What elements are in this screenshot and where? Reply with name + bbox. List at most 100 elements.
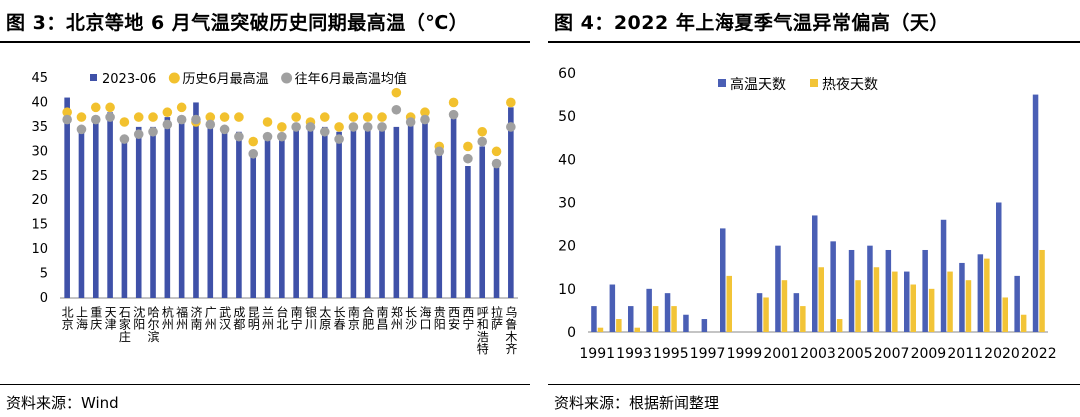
bar-high-temp-days [664,293,671,332]
bar-2023-06 [422,117,428,298]
dot-historical-max [391,87,402,98]
x-tick-label: 太原 [318,305,332,331]
x-tick-label: 武汉 [218,306,232,331]
y-tick-label: 35 [31,120,48,135]
bar-2023-06 [236,131,242,298]
y-tick-label: 10 [558,282,576,298]
y-tick-label: 5 [40,267,48,282]
dot-historical-max [362,112,373,122]
dot-average-max [305,122,316,132]
dot-average-max [491,158,502,169]
dot-historical-max [463,141,473,152]
bar-high-temp-days [591,306,597,332]
bar-2023-06 [178,117,185,298]
figure-3-bottom-rule [0,384,530,385]
legend-swatch-dot [168,72,180,84]
dot-historical-max [334,122,344,132]
legend-label: 热夜天数 [822,77,878,93]
dot-average-max [448,109,459,120]
dot-historical-max [277,122,287,132]
x-tick-label: 南京 [346,305,360,331]
legend-swatch [810,79,818,87]
bar-hot-night-days [763,297,769,332]
dot-historical-max [90,102,101,113]
dot-average-max [420,114,430,125]
bar-2023-06 [64,97,70,298]
dot-average-max [334,134,344,144]
bar-2023-06 [78,126,85,298]
x-tick-label: 2009 [911,346,947,362]
y-tick-label: 15 [31,218,48,233]
bar-hot-night-days [818,267,824,332]
bar-2023-06 [207,126,214,298]
dot-average-max [434,146,445,157]
dot-historical-max [506,97,516,108]
x-tick-label: 2022 [1021,346,1057,362]
x-tick-label: 1995 [653,346,689,362]
x-tick-label: 长沙 [404,306,418,331]
dot-historical-max [176,102,187,113]
bar-hot-night-days [873,267,880,332]
x-tick-label: 台北 [275,305,289,331]
figure-3-chart: 0 5 10 15 20 25 30 35 40 45 北京上海重庆天津石家庄沈阳哈尔滨杭州福州济南… [31,71,518,355]
dot-historical-max [491,146,502,157]
x-tick-label: 杭州 [160,305,174,331]
y-tick-label: 45 [31,71,48,86]
x-tick-label: 西安 [447,306,461,330]
bar-2023-06 [150,126,156,298]
x-tick-label: 兰州 [261,306,275,331]
dot-historical-max [162,107,173,118]
bar-2023-06 [264,136,271,298]
dot-historical-max [248,136,259,147]
dot-average-max [405,117,416,127]
y-tick-label: 60 [558,66,576,82]
dot-average-max [477,136,488,147]
dot-historical-max [119,117,130,127]
bar-2023-06 [107,112,113,298]
dot-average-max [119,134,130,144]
dot-average-max [362,122,373,132]
dot-average-max [148,126,158,137]
legend-swatch [718,79,726,87]
dot-average-max [377,122,387,132]
x-tick-label: 乌鲁木齐 [504,305,518,355]
x-tick-label: 重庆 [89,306,103,331]
bar-2023-06 [479,146,486,298]
x-tick-label: 银川 [303,306,317,331]
dot-historical-max [291,112,301,122]
bar-hot-night-days [1002,297,1008,332]
dot-average-max [105,112,115,122]
dot-average-max [133,129,144,140]
bar-hot-night-days [634,327,640,332]
bar-2023-06 [379,126,385,298]
bar-high-temp-days [683,314,689,332]
dot-historical-max [377,112,387,122]
x-tick-label: 合肥 [361,305,375,331]
dot-historical-max [348,112,359,122]
dot-historical-max [219,112,230,122]
x-tick-label: 天津 [103,306,117,330]
bar-high-temp-days [977,254,984,332]
figure-4-bottom-rule [548,384,1080,385]
bar-hot-night-days [1020,314,1027,332]
figure-4-source: 资料来源：根据新闻整理 [554,394,720,412]
x-tick-label: 长春 [332,306,346,331]
x-tick-label: 郑州 [389,305,403,331]
figure-3-top-rule [0,41,530,43]
legend-label: 历史6月最高温 [182,71,268,87]
figure-3-panel: 图 3：北京等地 6 月气温突破历史同期最高温（℃） 0 5 10 15 20 25 30 3… [0,0,530,417]
figure-4-title: 图 4：2022 年上海夏季气温异常偏高（天） [554,12,949,34]
bar-2023-06 [279,136,285,298]
dot-historical-max [262,117,273,127]
x-tick-label: 广州 [203,306,217,331]
bar-high-temp-days [848,249,855,332]
y-tick-label: 40 [558,152,576,168]
bar-hot-night-days [928,288,935,332]
x-tick-label: 贵阳 [432,306,446,331]
dot-historical-max [133,112,144,122]
bar-2023-06 [350,126,357,298]
dot-historical-max [420,107,430,118]
x-tick-label: 昆明 [246,306,260,331]
x-tick-label: 1991 [579,346,615,362]
